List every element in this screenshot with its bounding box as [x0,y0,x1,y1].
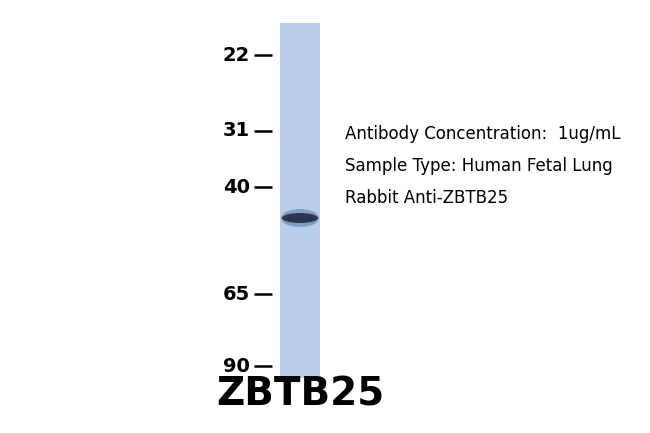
Ellipse shape [281,209,319,227]
Text: ZBTB25: ZBTB25 [216,376,384,414]
Text: Antibody Concentration:  1ug/mL: Antibody Concentration: 1ug/mL [345,125,621,143]
Text: 31: 31 [223,122,250,140]
Ellipse shape [282,213,318,223]
Text: 65: 65 [223,285,250,304]
Text: Sample Type: Human Fetal Lung: Sample Type: Human Fetal Lung [345,157,613,175]
Text: Rabbit Anti-ZBTB25: Rabbit Anti-ZBTB25 [345,189,508,207]
Bar [280,23,320,378]
Text: 22: 22 [223,46,250,65]
Text: 40: 40 [223,178,250,197]
Text: 90: 90 [223,356,250,375]
